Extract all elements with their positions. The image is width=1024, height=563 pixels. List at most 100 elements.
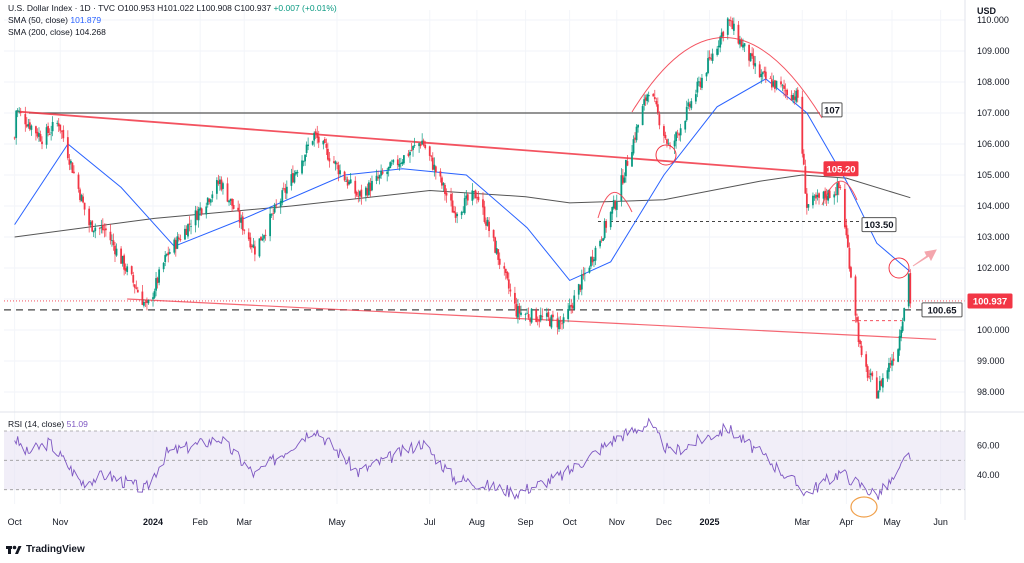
candle-body xyxy=(238,210,241,223)
candle-body xyxy=(790,94,793,101)
candle-body xyxy=(28,122,31,130)
candle-body xyxy=(784,90,787,92)
tradingview-logo[interactable]: TradingView xyxy=(6,544,85,555)
candle-body xyxy=(567,309,570,320)
candle-body xyxy=(133,284,136,288)
time-axis-label: Oct xyxy=(563,517,578,527)
candle-body xyxy=(673,140,676,147)
time-axis-label: Jul xyxy=(424,517,436,527)
candle-body xyxy=(301,160,303,174)
candle-body xyxy=(822,191,825,199)
candle-body xyxy=(795,90,798,102)
rsi-tick-label: 40.00 xyxy=(977,470,1000,480)
rsi-legend[interactable]: RSI (14, close) 51.09 xyxy=(8,419,88,429)
candle-body xyxy=(164,255,167,263)
candle-body xyxy=(153,291,156,298)
change-value: +0.007 (+0.01%) xyxy=(273,3,337,13)
sma50-line xyxy=(14,78,911,282)
sma200-label: SMA (200, close) xyxy=(8,27,73,37)
candle-body xyxy=(664,134,667,139)
candle-body xyxy=(83,202,86,210)
candle-body xyxy=(878,381,881,391)
candle-body xyxy=(250,245,253,248)
price-tick-label: 103.000 xyxy=(977,232,1010,242)
candle-body xyxy=(295,171,297,175)
candle-body xyxy=(375,175,378,181)
candle-body xyxy=(486,219,489,226)
candle-body xyxy=(568,305,571,309)
candle-body xyxy=(91,220,94,232)
candle-body xyxy=(475,197,478,199)
candle-body xyxy=(220,179,223,190)
candle-body xyxy=(698,81,700,83)
candle-body xyxy=(514,292,516,304)
time-axis-label: Nov xyxy=(609,517,626,527)
time-axis-label: Jun xyxy=(933,517,948,527)
sma50-legend[interactable]: SMA (50, close) 101.879 xyxy=(8,15,101,25)
candle-body xyxy=(35,126,37,134)
candle-body xyxy=(307,144,310,146)
price-tick-label: 105.000 xyxy=(977,170,1010,180)
candle-body xyxy=(653,97,656,100)
candle-body xyxy=(430,155,433,157)
candle-body xyxy=(168,252,171,254)
candle-body xyxy=(30,125,33,130)
candle-body xyxy=(517,306,519,318)
candle-body xyxy=(173,239,176,253)
symbol-legend[interactable]: U.S. Dollar Index · 1D · TVC O100.953 H1… xyxy=(8,3,337,13)
candle-body xyxy=(409,151,411,156)
level-105-20-label-box xyxy=(823,161,859,177)
candle-body xyxy=(710,58,712,60)
candle-body xyxy=(456,214,459,217)
candle-body xyxy=(229,198,232,202)
candle-body xyxy=(612,199,615,209)
candle-body xyxy=(705,72,708,77)
candle-body xyxy=(135,287,138,289)
candle-body xyxy=(98,227,101,229)
candle-body xyxy=(509,289,512,292)
circle-marker-may xyxy=(888,257,910,279)
time-axis-label: Mar xyxy=(795,517,811,527)
time-axis-label: Nov xyxy=(52,517,69,527)
candle-body xyxy=(60,130,63,132)
time-axis-label: May xyxy=(328,517,346,527)
candle-body xyxy=(471,190,474,201)
candle-body xyxy=(550,315,553,328)
candle-body xyxy=(690,101,693,109)
candle-body xyxy=(827,190,830,201)
candle-body xyxy=(583,273,586,275)
level-107-label-text: 107 xyxy=(824,105,840,116)
sma50-label: SMA (50, close) xyxy=(8,15,68,25)
candle-body xyxy=(292,173,294,183)
candle-body xyxy=(758,64,761,78)
candle-body xyxy=(442,183,445,186)
candle-body xyxy=(79,189,81,200)
candle-body xyxy=(215,180,218,194)
candle-body xyxy=(136,289,139,293)
candle-body xyxy=(828,190,831,198)
candle-body xyxy=(845,225,848,236)
candle-body xyxy=(132,275,135,283)
candle-body xyxy=(36,131,39,137)
candle-body xyxy=(450,194,452,201)
candle-body xyxy=(488,221,490,231)
candle-body xyxy=(875,377,878,399)
candle-body xyxy=(460,211,463,216)
candle-body xyxy=(45,127,48,145)
candle-body xyxy=(694,94,697,102)
candle-body xyxy=(545,313,548,317)
candle-body xyxy=(261,238,264,241)
candle-body xyxy=(94,227,97,232)
candle-body xyxy=(326,148,329,160)
candle-body xyxy=(366,188,369,196)
candle-body xyxy=(82,196,84,203)
candle-body xyxy=(839,187,842,188)
candle-body xyxy=(200,208,203,214)
candle-body xyxy=(813,196,816,198)
candle-body xyxy=(176,236,179,249)
time-axis-label: 2025 xyxy=(700,517,720,527)
rsi-oversold-marker xyxy=(850,496,878,518)
candle-body xyxy=(252,244,255,248)
sma200-legend[interactable]: SMA (200, close) 104.268 xyxy=(8,27,106,37)
